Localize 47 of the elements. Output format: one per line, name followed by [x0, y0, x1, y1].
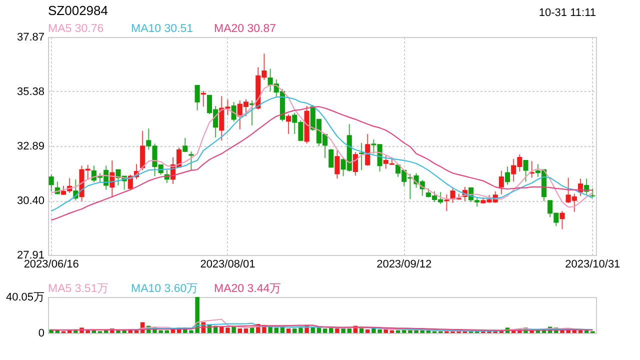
bar — [244, 328, 248, 333]
candlestick — [444, 194, 450, 212]
y-tick-label: 32.89 — [16, 140, 44, 152]
x-tick-label: 2023/06/16 — [24, 258, 79, 270]
text: MA20 30.87 — [214, 23, 276, 35]
candlestick — [48, 174, 54, 192]
x-tick-label: 2023/10/31 — [565, 258, 620, 270]
text: MA20 3.44万 — [214, 282, 282, 295]
candlestick — [352, 152, 358, 176]
candlestick — [328, 148, 334, 168]
candlestick — [188, 150, 194, 171]
candlestick — [140, 130, 146, 171]
y-tick-label: 35.38 — [16, 86, 44, 98]
y-tick-label: 37.87 — [16, 32, 44, 44]
x-tick-label: 2023/09/12 — [376, 258, 432, 270]
text: MA5 30.76 — [48, 23, 104, 35]
candlestick — [359, 142, 364, 171]
candlestick — [504, 166, 510, 186]
bar — [316, 328, 322, 333]
line-series — [130, 322, 594, 332]
y-tick-label: 30.40 — [16, 195, 44, 207]
candlestick — [560, 210, 565, 230]
candlestick — [286, 114, 292, 134]
bar — [250, 328, 254, 333]
candlestick — [182, 137, 188, 153]
text: MA10 30.51 — [131, 23, 194, 35]
bar — [238, 328, 242, 333]
candlestick — [365, 133, 370, 166]
bar — [365, 329, 370, 333]
text: MA5 3.51万 — [48, 282, 110, 295]
bar — [322, 328, 328, 333]
candlestick — [523, 160, 528, 182]
y-tick-label: 40.05万 — [6, 292, 44, 304]
x-tick-label: 2023/08/01 — [200, 258, 256, 270]
chart-title: SZ002984 — [48, 3, 108, 18]
bar — [335, 328, 340, 333]
candlestick — [194, 84, 200, 111]
candlestick — [498, 170, 504, 195]
text: 10-31 11:11 — [538, 7, 596, 19]
candlestick — [334, 150, 340, 180]
y-tick-label: 0 — [38, 328, 44, 340]
bar — [286, 328, 291, 333]
bar — [274, 328, 279, 333]
line-series — [50, 106, 594, 221]
text: MA10 3.60万 — [131, 282, 199, 295]
bar — [232, 326, 236, 333]
candlestick — [200, 90, 206, 108]
